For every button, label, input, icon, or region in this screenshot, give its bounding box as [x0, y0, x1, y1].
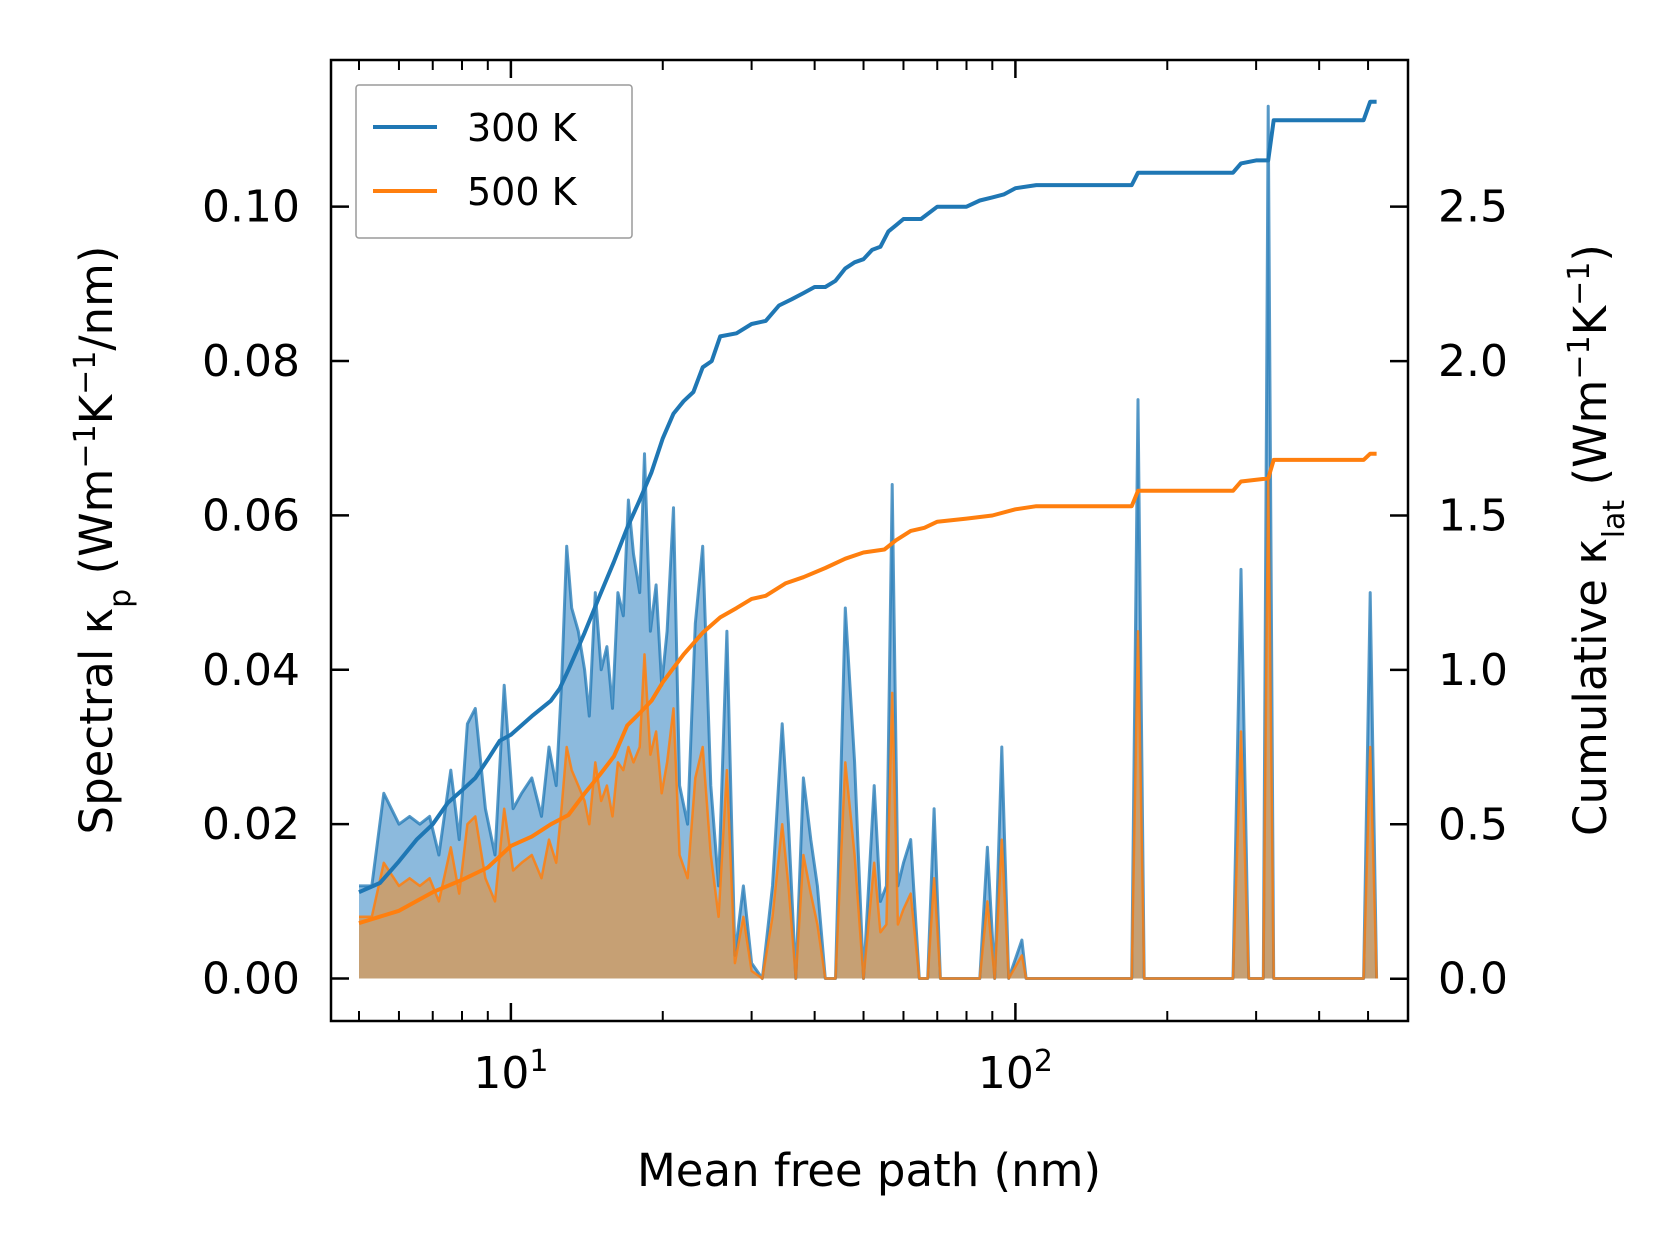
- x-axis-label: Mean free path (nm): [637, 1144, 1101, 1197]
- legend: 300 K 500 K: [355, 84, 633, 239]
- y-right-tick-label: 0.5: [1438, 799, 1508, 850]
- x-tick-label: 101: [473, 1044, 548, 1100]
- y-right-tick-label: 2.5: [1438, 182, 1508, 233]
- y-left-tick-label: 0.04: [202, 645, 300, 696]
- x-tick-label: 102: [978, 1044, 1053, 1100]
- y-right-axis-label: Cumulative κlat (Wm−1K−1): [1562, 244, 1632, 836]
- y-left-tick-label: 0.06: [202, 490, 300, 541]
- y-right-tick-label: 0.0: [1438, 954, 1508, 1005]
- y-left-tick-label: 0.08: [202, 336, 300, 387]
- y-right-tick-label: 1.5: [1438, 491, 1508, 542]
- spectral-300k-fill: [359, 106, 1377, 979]
- spectral-300k-line: [359, 104, 1379, 980]
- legend-label-300k: 300 K: [467, 106, 578, 150]
- cumulative-300k-line: [358, 99, 1377, 895]
- spectral-500k-fill: [359, 476, 1377, 979]
- y-left-tick-label: 0.00: [202, 954, 300, 1005]
- plot-frame: [329, 58, 1410, 1023]
- y-left-tick-label: 0.02: [202, 799, 300, 850]
- y-left-axis-label: Spectral κp (Wm−1K−1/nm): [68, 246, 138, 835]
- legend-label-500k: 500 K: [467, 170, 578, 214]
- y-right-tick-label: 1.0: [1438, 645, 1508, 696]
- plot-area: [358, 99, 1379, 980]
- legend-box: [355, 84, 633, 239]
- spectral-500k-line: [359, 475, 1378, 980]
- y-left-tick-label: 0.10: [202, 182, 300, 233]
- y-right-tick-label: 2.0: [1438, 336, 1508, 387]
- cumulative-500k-line: [358, 451, 1377, 926]
